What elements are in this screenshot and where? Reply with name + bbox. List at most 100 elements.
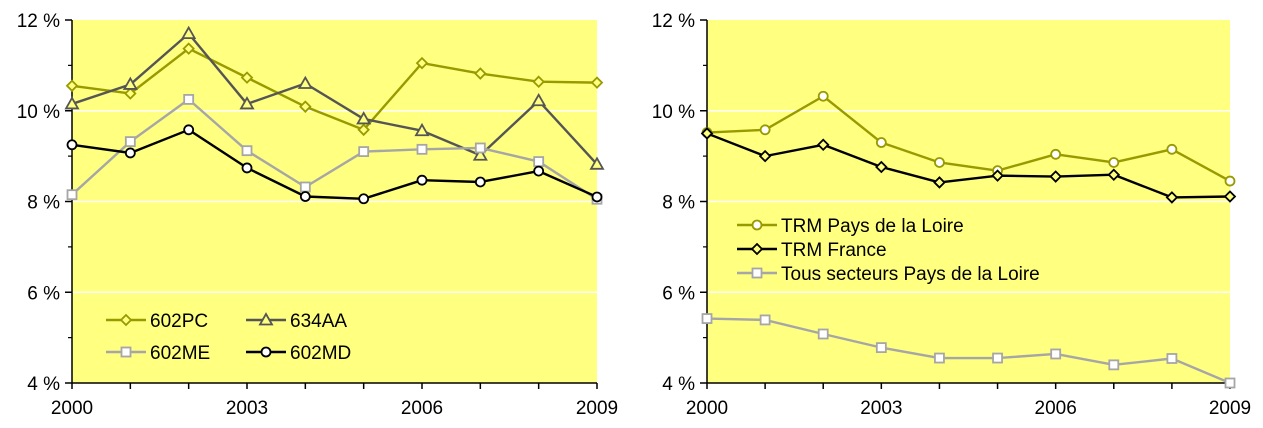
chart-panel-2: 4 % 6 % 8 % 10 % 12 % 2000 2003 2006 2009 TRM Pay… <box>652 11 1251 419</box>
series-tous-secteurs-pays-de-la-loire <box>701 313 1236 389</box>
data-point <box>817 328 829 340</box>
data-point <box>299 191 311 202</box>
x-tick-label: 2003 <box>860 398 902 419</box>
data-point <box>357 123 370 137</box>
legend-label: Tous secteurs Pays de la Loire <box>781 264 1040 285</box>
data-point <box>64 96 80 110</box>
data-point <box>1224 377 1236 389</box>
data-point <box>1108 157 1120 168</box>
data-point <box>532 75 545 88</box>
data-point <box>1050 148 1062 160</box>
data-point <box>531 92 547 107</box>
data-point <box>416 174 428 186</box>
data-point <box>241 162 253 174</box>
data-point <box>241 145 253 157</box>
data-point <box>358 146 370 157</box>
y-tick-label: 10 % <box>17 102 60 123</box>
data-point <box>591 191 603 203</box>
series-line <box>706 95 1231 183</box>
y-tick-label: 8 % <box>27 193 60 214</box>
legend-label: 634AA <box>290 311 347 332</box>
legend-marker <box>750 242 764 256</box>
data-point <box>875 342 887 354</box>
y-tick-label: 6 % <box>662 283 695 304</box>
series-602md <box>66 124 603 205</box>
data-point <box>66 189 78 201</box>
series-trm-france <box>700 127 1237 204</box>
y-tick-label: 4 % <box>662 374 695 395</box>
data-point <box>181 25 197 40</box>
legend-marker <box>260 346 272 358</box>
y-tick-label: 6 % <box>27 283 60 304</box>
data-point <box>474 67 487 80</box>
data-point <box>759 124 771 136</box>
y-tick-label: 12 % <box>652 11 695 32</box>
x-tick-label: 2009 <box>576 398 618 419</box>
data-point <box>589 156 605 170</box>
series-line <box>706 317 1231 385</box>
chart-panel-1: 4 % 6 % 8 % 10 % 12 % 2000 2003 2006 2009 602PC 63… <box>17 11 618 419</box>
x-tick-label: 2000 <box>51 398 93 419</box>
legend-label: 602MD <box>290 343 351 364</box>
data-point <box>124 87 137 100</box>
data-point <box>875 137 887 148</box>
data-point <box>474 142 486 154</box>
data-point <box>474 176 486 188</box>
legend-label: 602ME <box>150 343 210 364</box>
data-point <box>1224 175 1236 187</box>
data-point <box>875 160 888 174</box>
legend-marker <box>751 219 763 231</box>
data-point <box>183 94 195 105</box>
data-point <box>358 193 370 205</box>
data-point <box>299 100 312 113</box>
y-tick-label: 8 % <box>662 193 695 214</box>
data-point <box>416 143 428 155</box>
data-point <box>297 75 313 89</box>
data-point <box>299 181 311 193</box>
data-point <box>817 90 829 102</box>
data-point <box>182 42 195 55</box>
data-point <box>991 169 1004 182</box>
data-point <box>590 76 604 89</box>
data-point <box>124 136 136 148</box>
data-point <box>533 156 545 167</box>
data-point <box>1049 170 1062 183</box>
series-line <box>706 132 1231 199</box>
y-tick-label: 10 % <box>652 102 695 123</box>
series-line <box>71 128 598 200</box>
x-tick-label: 2006 <box>1035 398 1077 419</box>
data-point <box>933 176 946 189</box>
data-point <box>1050 348 1062 360</box>
data-point <box>239 96 255 110</box>
data-point <box>472 147 488 161</box>
data-point <box>66 139 78 151</box>
data-point <box>183 124 195 136</box>
legend-label: 602PC <box>150 311 208 332</box>
series-634aa <box>64 25 605 170</box>
legend: TRM Pays de la Loire TRM France Tous secte… <box>737 216 1040 285</box>
series-line <box>71 47 598 132</box>
y-tick-label: 12 % <box>17 11 60 32</box>
data-point <box>934 352 945 364</box>
legend-marker <box>119 313 133 327</box>
data-point <box>701 313 713 324</box>
x-tick-label: 2003 <box>226 398 268 419</box>
legend-marker <box>120 346 132 358</box>
data-point <box>1166 143 1178 155</box>
series-602pc <box>65 42 604 137</box>
x-tick-label: 2000 <box>686 398 728 419</box>
legend: 602PC 634AA 602ME 602MD <box>106 311 351 364</box>
data-point <box>759 314 771 326</box>
data-point <box>1165 191 1179 204</box>
data-point <box>415 56 429 70</box>
data-point <box>356 111 372 125</box>
data-point <box>1107 168 1121 182</box>
data-point <box>992 352 1003 364</box>
data-point <box>122 76 138 90</box>
data-point <box>700 127 714 140</box>
data-point <box>758 149 772 163</box>
series-line <box>71 32 598 166</box>
legend-label: TRM Pays de la Loire <box>781 216 964 237</box>
